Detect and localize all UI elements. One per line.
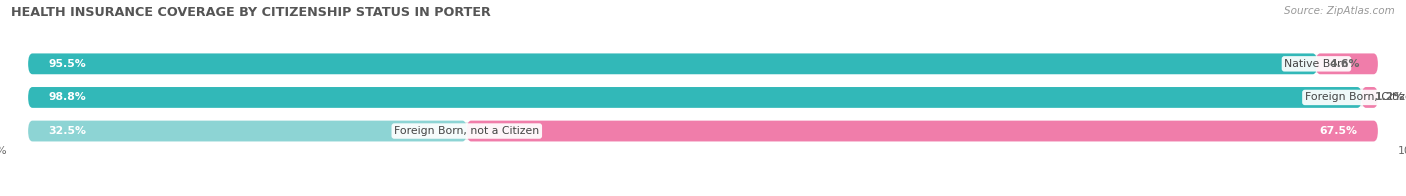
FancyBboxPatch shape — [28, 54, 1317, 74]
Text: 1.2%: 1.2% — [1375, 93, 1406, 103]
FancyBboxPatch shape — [28, 87, 1378, 108]
FancyBboxPatch shape — [28, 87, 1361, 108]
Text: Source: ZipAtlas.com: Source: ZipAtlas.com — [1284, 6, 1395, 16]
Text: 67.5%: 67.5% — [1320, 126, 1358, 136]
Text: 95.5%: 95.5% — [48, 59, 86, 69]
Text: HEALTH INSURANCE COVERAGE BY CITIZENSHIP STATUS IN PORTER: HEALTH INSURANCE COVERAGE BY CITIZENSHIP… — [11, 6, 491, 19]
Text: 100.0%: 100.0% — [0, 146, 8, 156]
Text: Native Born: Native Born — [1285, 59, 1348, 69]
Text: 98.8%: 98.8% — [48, 93, 86, 103]
FancyBboxPatch shape — [28, 121, 467, 142]
Text: 32.5%: 32.5% — [48, 126, 86, 136]
Text: Foreign Born, not a Citizen: Foreign Born, not a Citizen — [394, 126, 540, 136]
FancyBboxPatch shape — [28, 54, 1378, 74]
FancyBboxPatch shape — [467, 121, 1378, 142]
FancyBboxPatch shape — [1316, 54, 1378, 74]
Text: 100.0%: 100.0% — [1398, 146, 1406, 156]
Legend: With Coverage, Without Coverage: With Coverage, Without Coverage — [576, 193, 830, 196]
Text: Foreign Born, Citizen: Foreign Born, Citizen — [1305, 93, 1406, 103]
FancyBboxPatch shape — [1361, 87, 1378, 108]
FancyBboxPatch shape — [28, 121, 1378, 142]
Text: 4.6%: 4.6% — [1329, 59, 1360, 69]
